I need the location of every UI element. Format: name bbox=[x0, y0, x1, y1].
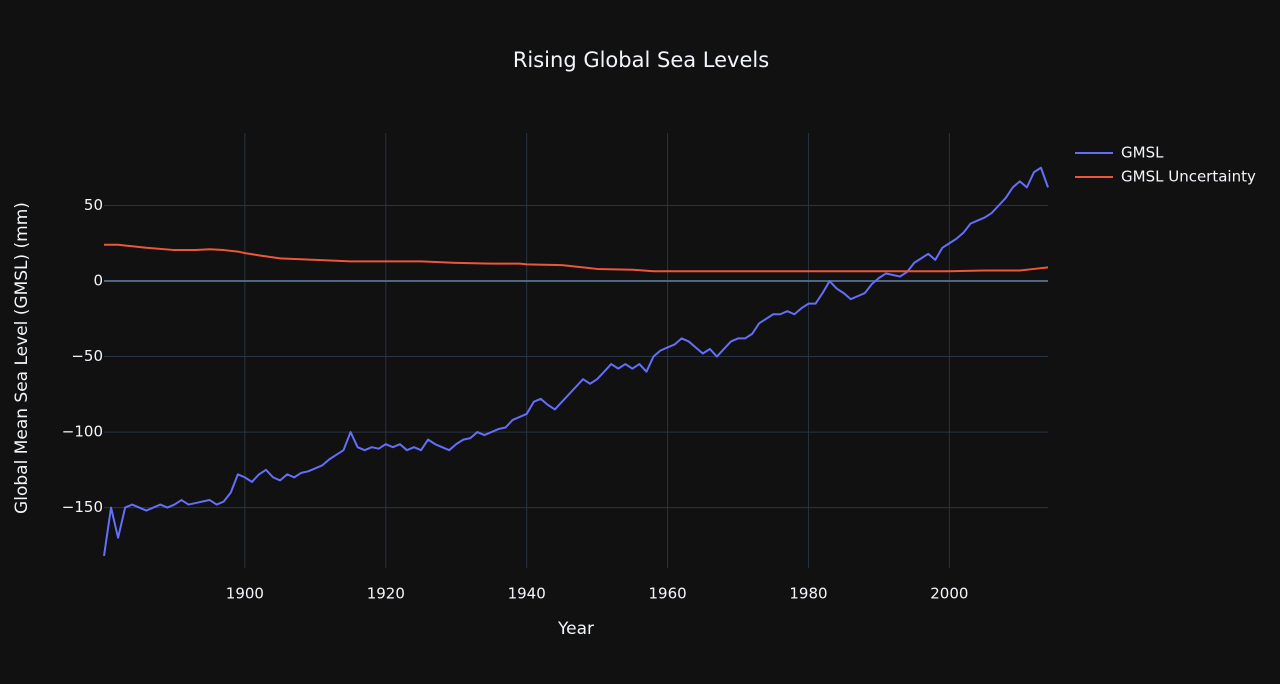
x-tick-label: 1980 bbox=[789, 585, 827, 603]
y-tick-label: −100 bbox=[62, 423, 103, 441]
y-tick-label: −150 bbox=[62, 498, 103, 516]
legend: GMSL GMSL Uncertainty bbox=[1075, 144, 1256, 186]
x-tick-label: 2000 bbox=[930, 585, 968, 603]
y-tick-label: 0 bbox=[93, 272, 103, 290]
legend-label: GMSL Uncertainty bbox=[1121, 168, 1256, 186]
x-tick-label: 1960 bbox=[648, 585, 686, 603]
grid: 1900 1920 1940 1960 1980 2000 −150 −100 −50 0 50 bbox=[62, 133, 1048, 603]
chart-title: Rising Global Sea Levels bbox=[513, 48, 769, 72]
x-tick-label: 1900 bbox=[226, 585, 264, 603]
x-tick-label: 1920 bbox=[367, 585, 405, 603]
x-tick-label: 1940 bbox=[508, 585, 546, 603]
line-series bbox=[104, 243, 1049, 273]
y-tick-label: 50 bbox=[84, 196, 103, 214]
plot bbox=[103, 166, 1049, 557]
y-axis-label: Global Mean Sea Level (GMSL) (mm) bbox=[12, 202, 32, 514]
legend-label: GMSL bbox=[1121, 144, 1164, 162]
x-axis-label: Year bbox=[557, 619, 594, 639]
line-series bbox=[103, 166, 1049, 557]
y-tick-label: −50 bbox=[71, 347, 103, 365]
